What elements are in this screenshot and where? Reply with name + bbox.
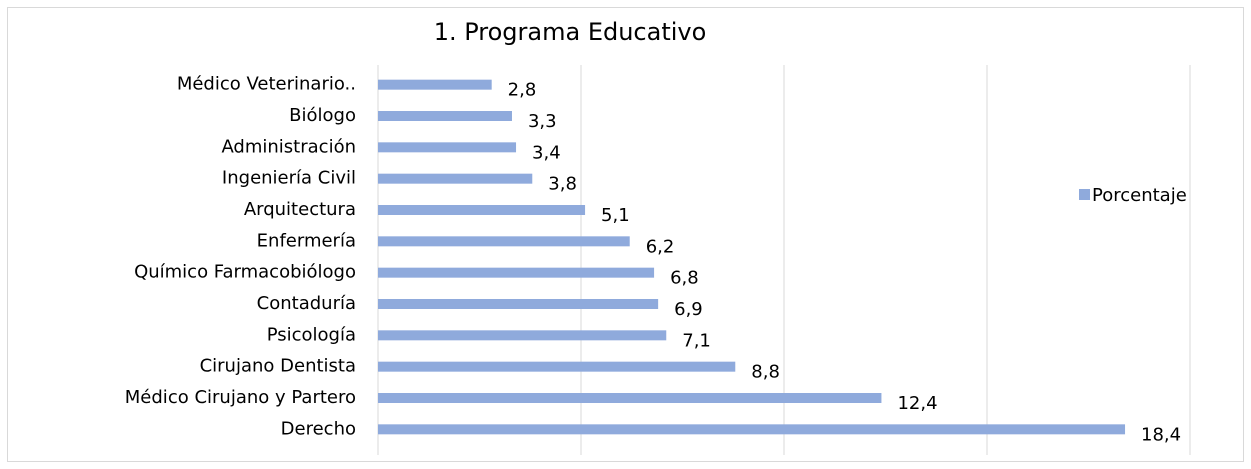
bar — [378, 424, 1126, 435]
legend-swatch — [1079, 189, 1090, 200]
y-tick-label: Médico Veterinario.. — [177, 74, 356, 95]
y-tick-label: Químico Farmacobiólogo — [134, 262, 356, 283]
y-tick-label: Médico Cirujano y Partero — [125, 387, 356, 408]
y-tick-label: Arquitectura — [244, 199, 356, 220]
y-tick-label: Biólogo — [289, 105, 356, 126]
bar — [378, 393, 882, 403]
chart-border — [7, 7, 1244, 462]
data-label: 6,8 — [670, 268, 699, 289]
data-label: 3,3 — [528, 111, 557, 132]
legend-label: Porcentaje — [1092, 185, 1187, 206]
bar — [378, 361, 736, 372]
y-tick-label: Cirujano Dentista — [200, 356, 356, 377]
bar — [378, 330, 667, 341]
data-label: 3,8 — [548, 174, 577, 195]
data-label: 6,9 — [674, 299, 703, 320]
data-label: 12,4 — [897, 393, 937, 414]
data-label: 6,2 — [646, 236, 675, 257]
bar — [378, 79, 492, 90]
y-tick-label: Contaduría — [257, 293, 356, 314]
bar — [378, 236, 630, 247]
y-tick-label: Derecho — [281, 418, 356, 439]
y-tick-label: Psicología — [267, 324, 356, 345]
bar — [378, 111, 512, 121]
data-label: 7,1 — [682, 330, 711, 351]
bar — [378, 267, 655, 278]
bar — [378, 142, 517, 153]
data-label: 5,1 — [601, 205, 630, 226]
chart-title: 1. Programa Educativo — [434, 18, 707, 46]
y-tick-label: Enfermería — [257, 230, 356, 251]
data-label: 3,4 — [532, 142, 561, 163]
y-tick-label: Ingeniería Civil — [222, 168, 356, 189]
bar — [378, 299, 659, 309]
y-tick-label: Administración — [221, 136, 356, 157]
data-label: 2,8 — [508, 80, 537, 101]
bar — [378, 205, 586, 215]
bar — [378, 173, 533, 184]
data-label: 18,4 — [1141, 424, 1181, 445]
data-label: 8,8 — [751, 362, 780, 383]
